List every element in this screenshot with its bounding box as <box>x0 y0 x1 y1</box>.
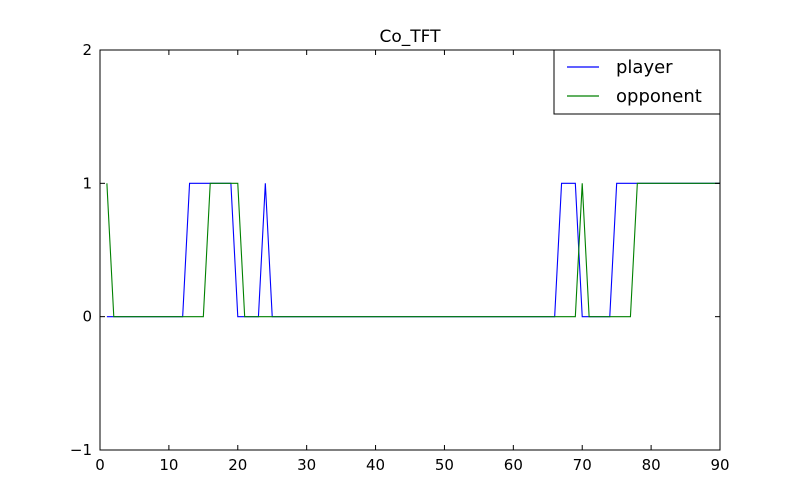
series-line-player <box>106 182 720 318</box>
x-tick-label: 70 <box>573 456 592 474</box>
x-tick-label: 10 <box>159 456 178 474</box>
legend-label-opponent: opponent <box>616 86 702 107</box>
x-tick-label: 60 <box>504 456 523 474</box>
plot-area <box>99 49 721 451</box>
legend-label-player: player <box>616 57 673 78</box>
y-tick-label: 0 <box>82 308 92 326</box>
x-tick-label: 50 <box>435 456 454 474</box>
legend-box <box>553 49 721 115</box>
y-tick-label: 1 <box>82 174 92 192</box>
series-line-opponent <box>106 182 720 318</box>
x-tick-label: 80 <box>642 456 661 474</box>
x-tick-label: 40 <box>366 456 385 474</box>
axes-frame <box>99 49 721 451</box>
x-tick-label: 30 <box>297 456 316 474</box>
x-tick-label: 90 <box>710 456 729 474</box>
x-tick-label: 20 <box>228 456 247 474</box>
y-tick-label: 2 <box>82 41 92 59</box>
x-tick-label: 0 <box>95 456 105 474</box>
y-tick-label: −1 <box>70 441 92 459</box>
chart-title: Co_TFT <box>379 27 441 47</box>
legend: player opponent <box>553 49 721 115</box>
